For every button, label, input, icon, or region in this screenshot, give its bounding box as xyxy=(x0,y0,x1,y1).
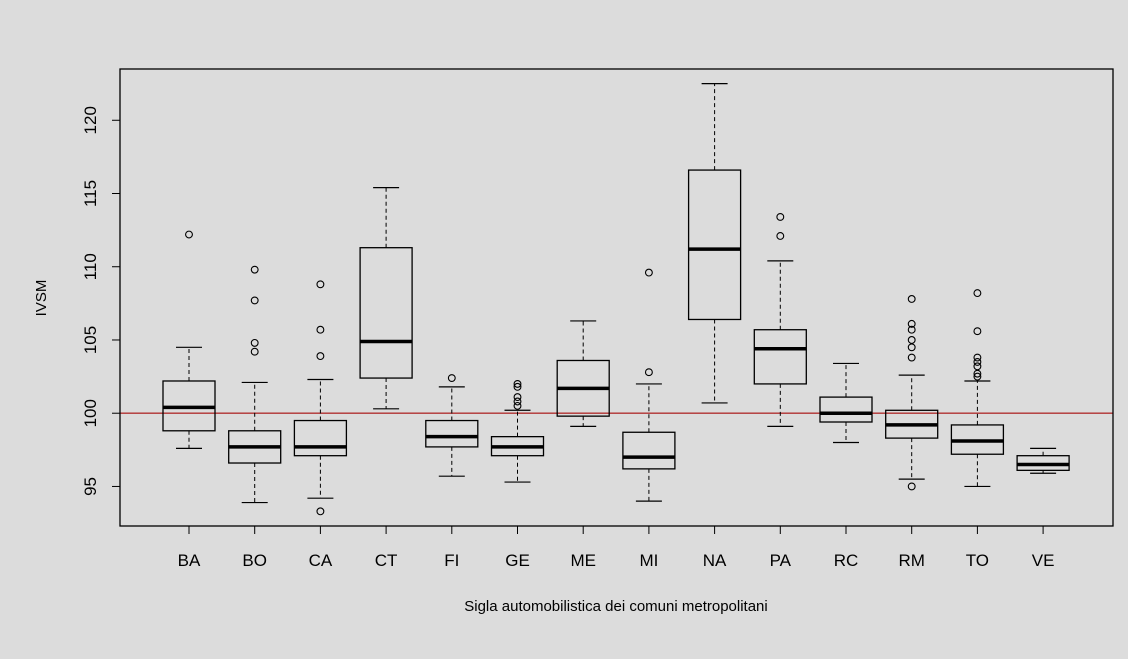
y-tick-label: 105 xyxy=(81,326,100,354)
outlier-point xyxy=(513,379,522,388)
outlier-point xyxy=(973,362,982,371)
outlier-point xyxy=(316,507,325,516)
iqr-box xyxy=(425,419,479,448)
iqr-box xyxy=(622,431,676,470)
box-rm xyxy=(885,295,939,491)
y-tick-label: 120 xyxy=(81,106,100,134)
x-tick-label: RC xyxy=(834,551,859,570)
outlier-point xyxy=(316,325,325,334)
outlier-point xyxy=(973,372,982,381)
x-tick-label: TO xyxy=(966,551,989,570)
box-bo xyxy=(228,265,282,504)
outlier-point xyxy=(513,393,522,402)
outlier-point xyxy=(776,212,785,221)
plot-frame xyxy=(119,68,1114,527)
x-tick-label: NA xyxy=(703,551,727,570)
box-rc xyxy=(819,362,873,444)
outlier-point xyxy=(907,336,916,344)
x-tick-label: FI xyxy=(444,551,459,570)
outlier-point xyxy=(250,338,259,347)
iqr-box xyxy=(359,247,413,379)
x-tick-label: VE xyxy=(1032,551,1055,570)
x-tick-label: GE xyxy=(505,551,530,570)
outlier-point xyxy=(907,295,916,303)
outlier-point xyxy=(907,482,916,491)
x-tick-label: CA xyxy=(309,551,333,570)
box-ge xyxy=(490,379,545,483)
outlier-point xyxy=(447,374,456,383)
box-to xyxy=(950,289,1005,488)
y-axis: 95 100 105 110 115 120 xyxy=(81,106,120,496)
y-tick-label: 110 xyxy=(81,253,100,280)
outlier-point xyxy=(316,352,325,361)
outlier-point xyxy=(250,347,259,356)
outlier-point xyxy=(973,327,982,336)
outlier-point xyxy=(185,230,193,239)
outlier-point xyxy=(973,357,982,366)
box-na xyxy=(687,83,742,404)
outlier-point xyxy=(513,382,522,391)
outlier-point xyxy=(644,368,653,377)
x-tick-label: RM xyxy=(898,551,924,570)
outlier-point xyxy=(513,401,522,410)
y-tick-label: 100 xyxy=(81,399,100,427)
box-pa xyxy=(753,212,807,427)
x-tick-label: MI xyxy=(639,551,658,570)
outlier-point xyxy=(644,268,653,277)
x-axis-title: Sigla automobilistica dei comuni metropo… xyxy=(464,598,768,615)
y-tick-label: 95 xyxy=(81,477,100,496)
x-tick-label: BA xyxy=(178,551,201,570)
outlier-point xyxy=(250,265,259,274)
outlier-point xyxy=(973,353,982,362)
outlier-point xyxy=(776,232,785,240)
iqr-box xyxy=(753,329,807,385)
box-ca xyxy=(293,280,348,516)
box-me xyxy=(556,320,610,427)
x-tick-label: CT xyxy=(375,551,398,570)
boxes-layer xyxy=(162,83,1070,516)
outlier-point xyxy=(973,289,982,298)
y-tick-label: 115 xyxy=(81,180,100,207)
outlier-point xyxy=(907,325,916,334)
box-fi xyxy=(425,374,479,477)
outlier-point xyxy=(316,280,325,289)
outlier-point xyxy=(907,319,916,328)
box-ve xyxy=(1016,447,1070,474)
box-mi xyxy=(622,268,676,502)
iqr-box xyxy=(687,169,742,321)
iqr-box xyxy=(293,419,348,457)
outlier-point xyxy=(513,397,522,406)
x-tick-label: ME xyxy=(570,551,596,570)
outlier-point xyxy=(250,296,259,305)
iqr-box xyxy=(819,396,873,423)
box-ba xyxy=(162,230,216,449)
outlier-point xyxy=(907,353,916,362)
x-tick-label: PA xyxy=(770,551,792,570)
x-axis: BA BO CA CT FI GE ME MI NA PA RC RM TO VE xyxy=(178,526,1055,570)
x-tick-label: BO xyxy=(242,551,267,570)
box-ct xyxy=(359,187,413,410)
y-axis-title: IVSM xyxy=(33,280,50,317)
